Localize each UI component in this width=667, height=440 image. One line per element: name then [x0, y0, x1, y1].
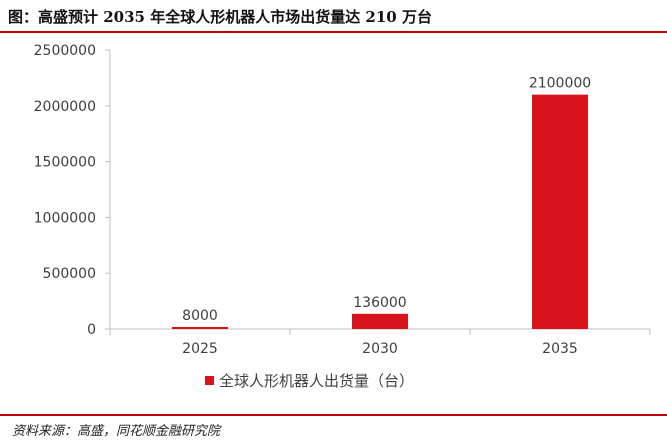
chart-title: 图：高盛预计 2035 年全球人形机器人市场出货量达 210 万台: [8, 8, 432, 26]
x-tick-label-2025: 2025: [182, 341, 218, 357]
legend-swatch: [205, 376, 214, 385]
y-tick-label: 2500000: [34, 43, 96, 59]
bar-2035: [532, 94, 588, 329]
data-label-2025: 8000: [182, 308, 218, 324]
y-tick-label: 0: [87, 322, 96, 338]
y-tick-label: 1500000: [34, 155, 96, 171]
y-tick-label: 500000: [43, 266, 96, 282]
x-tick-label-2030: 2030: [362, 341, 398, 357]
source-note: 资料来源：高盛，同花顺金融研究院: [12, 424, 221, 439]
data-label-2035: 2100000: [529, 76, 591, 92]
legend-label: 全球人形机器人出货量（台）: [219, 372, 414, 390]
y-tick-label: 1000000: [34, 210, 96, 226]
data-label-2030: 136000: [353, 295, 406, 311]
bar-chart: 0 500000 1000000 1500000 2000000 2500000 8000 2…: [34, 43, 651, 390]
footer-rule: [0, 414, 667, 416]
y-tick-label: 2000000: [34, 99, 96, 115]
title-rule: [0, 31, 667, 33]
x-tick-label-2035: 2035: [542, 341, 578, 357]
bar-2030: [352, 313, 408, 329]
bar-2025: [172, 327, 228, 329]
